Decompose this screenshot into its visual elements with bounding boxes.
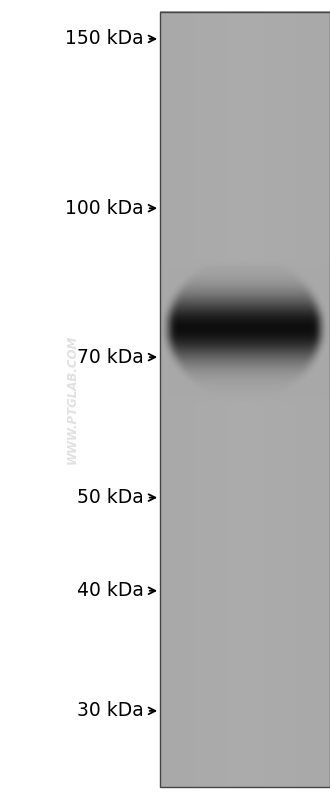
Text: 40 kDa: 40 kDa xyxy=(77,582,144,600)
Text: 70 kDa: 70 kDa xyxy=(77,348,144,367)
Text: 50 kDa: 50 kDa xyxy=(77,488,144,507)
Text: 100 kDa: 100 kDa xyxy=(65,199,144,217)
Bar xyxy=(160,12,330,787)
Text: WWW.PTGLAB.COM: WWW.PTGLAB.COM xyxy=(66,335,79,464)
Text: 150 kDa: 150 kDa xyxy=(65,30,144,49)
Text: 30 kDa: 30 kDa xyxy=(77,702,144,721)
